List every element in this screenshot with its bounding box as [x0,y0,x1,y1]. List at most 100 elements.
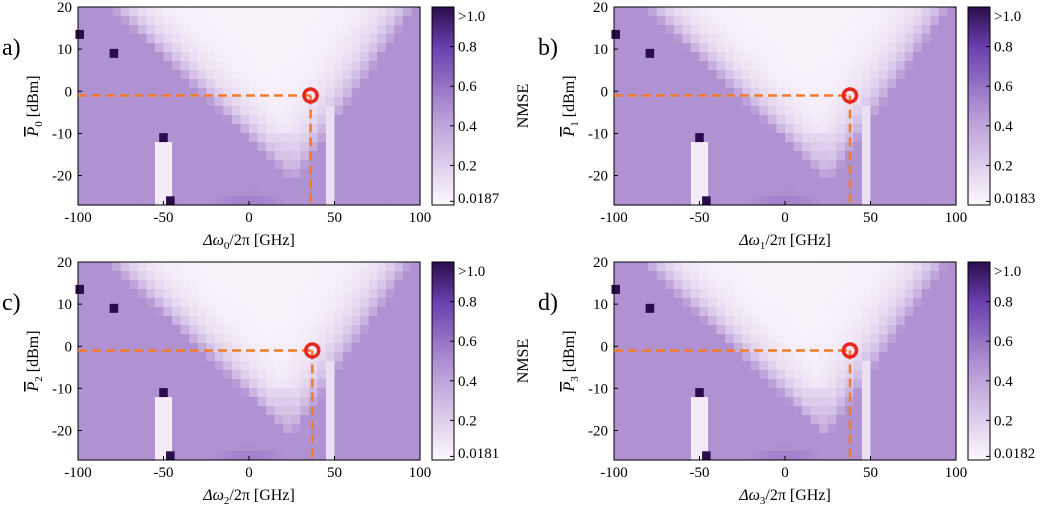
heatmap-cell [240,187,250,197]
heatmap-cell [189,124,199,134]
saturated-cell [645,48,655,58]
heatmap-cell [394,16,404,26]
heatmap-cell [921,334,931,344]
heatmap-cell [896,316,906,326]
heatmap-cell [86,97,96,107]
heatmap-cell [750,289,760,299]
heatmap-cell [622,379,632,389]
heatmap-cell [385,451,395,461]
heatmap-cell [103,271,113,281]
heatmap-cell [759,451,769,461]
heatmap-cell [214,334,224,344]
heatmap-cell [266,379,276,389]
heatmap-cell [78,280,88,290]
heatmap-cell [95,16,105,26]
heatmap-cell [879,16,889,26]
heatmap-cell [300,361,310,371]
heatmap-cell [853,343,863,353]
heatmap-cell [240,280,250,290]
heatmap-cell [206,43,216,53]
heatmap-cell [163,334,173,344]
heatmap-cell [343,433,353,443]
heatmap-cell [377,406,387,416]
heatmap-cell [785,106,795,116]
heatmap-cell [733,160,743,170]
heatmap-cell [904,106,914,116]
heatmap-cell [112,187,122,197]
heatmap-cell [317,262,327,272]
heatmap-cell [129,34,139,44]
heatmap-cell [930,406,940,416]
heatmap-cell [189,379,199,389]
heatmap-cell [257,442,267,452]
heatmap-cell [394,379,404,389]
heatmap-cell [78,361,88,371]
heatmap-cell [690,61,701,71]
heatmap-cell [767,7,778,17]
heatmap-cell [673,61,683,71]
heatmap-cell [767,16,778,26]
heatmap-cell [930,124,940,134]
heatmap-cell [402,361,413,371]
heatmap-cell [172,133,182,143]
heatmap-cell [266,262,276,272]
heatmap-cell [325,361,336,371]
heatmap-cell [861,343,872,353]
heatmap-cell [631,169,641,179]
heatmap-cell [614,379,624,389]
heatmap-cell [742,124,752,134]
heatmap-cell [682,52,692,62]
heatmap-cell [334,178,344,188]
heatmap-cell [716,262,726,272]
heatmap-cell [385,7,395,17]
heatmap-cell [206,451,216,461]
heatmap-cell [411,442,421,452]
heatmap-cell [223,388,233,398]
heatmap-cell [930,142,940,152]
heatmap-cell [776,397,786,407]
heatmap-cell [172,424,182,434]
heatmap-cell [137,307,147,317]
heatmap-cell [189,142,199,152]
heatmap-cell [938,289,949,299]
heatmap-cell [223,397,233,407]
heatmap-cell [283,451,293,461]
heatmap-cell [377,298,387,308]
heatmap-cell [785,298,795,308]
heatmap-cell [163,388,173,398]
heatmap-cell [231,433,242,443]
heatmap-cell [334,61,344,71]
heatmap-cell [206,280,216,290]
heatmap-cell [699,343,709,353]
heatmap-cell [112,325,122,335]
heatmap-cell [343,160,353,170]
heatmap-cell [197,298,207,308]
heatmap-cell [334,397,344,407]
heatmap-cell [231,115,242,125]
heatmap-cell [163,43,173,53]
heatmap-cell [844,415,854,425]
heatmap-cell [197,79,207,89]
heatmap-cell [343,79,353,89]
heatmap-cell [283,7,293,17]
heatmap-cell [827,325,837,335]
heatmap-cell [317,16,327,26]
heatmap-cell [197,124,207,134]
heatmap-cell [665,106,675,116]
heatmap-cell [690,34,701,44]
heatmap-cell [648,169,658,179]
heatmap-cell [904,280,914,290]
heatmap-cell [742,298,752,308]
heatmap-cell [622,52,632,62]
heatmap-cell [103,289,113,299]
heatmap-cell [673,169,683,179]
heatmap-cell [95,415,105,425]
heatmap-cell [656,298,666,308]
heatmap-cell [146,43,156,53]
saturated-cell [166,196,175,206]
heatmap-cell [614,433,624,443]
heatmap-cell [394,343,404,353]
heatmap-cell [776,334,786,344]
heatmap-cell [146,352,156,362]
heatmap-cell [639,262,649,272]
